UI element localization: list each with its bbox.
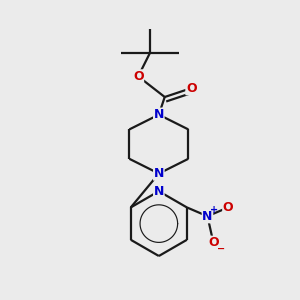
Text: N: N	[154, 108, 164, 121]
Text: −: −	[217, 244, 225, 254]
Text: +: +	[210, 205, 218, 215]
Text: O: O	[223, 201, 233, 214]
Text: O: O	[208, 236, 219, 249]
Text: O: O	[133, 70, 143, 83]
Text: O: O	[186, 82, 196, 95]
Text: N: N	[154, 167, 164, 180]
Text: N: N	[202, 210, 213, 223]
Text: N: N	[154, 185, 164, 198]
